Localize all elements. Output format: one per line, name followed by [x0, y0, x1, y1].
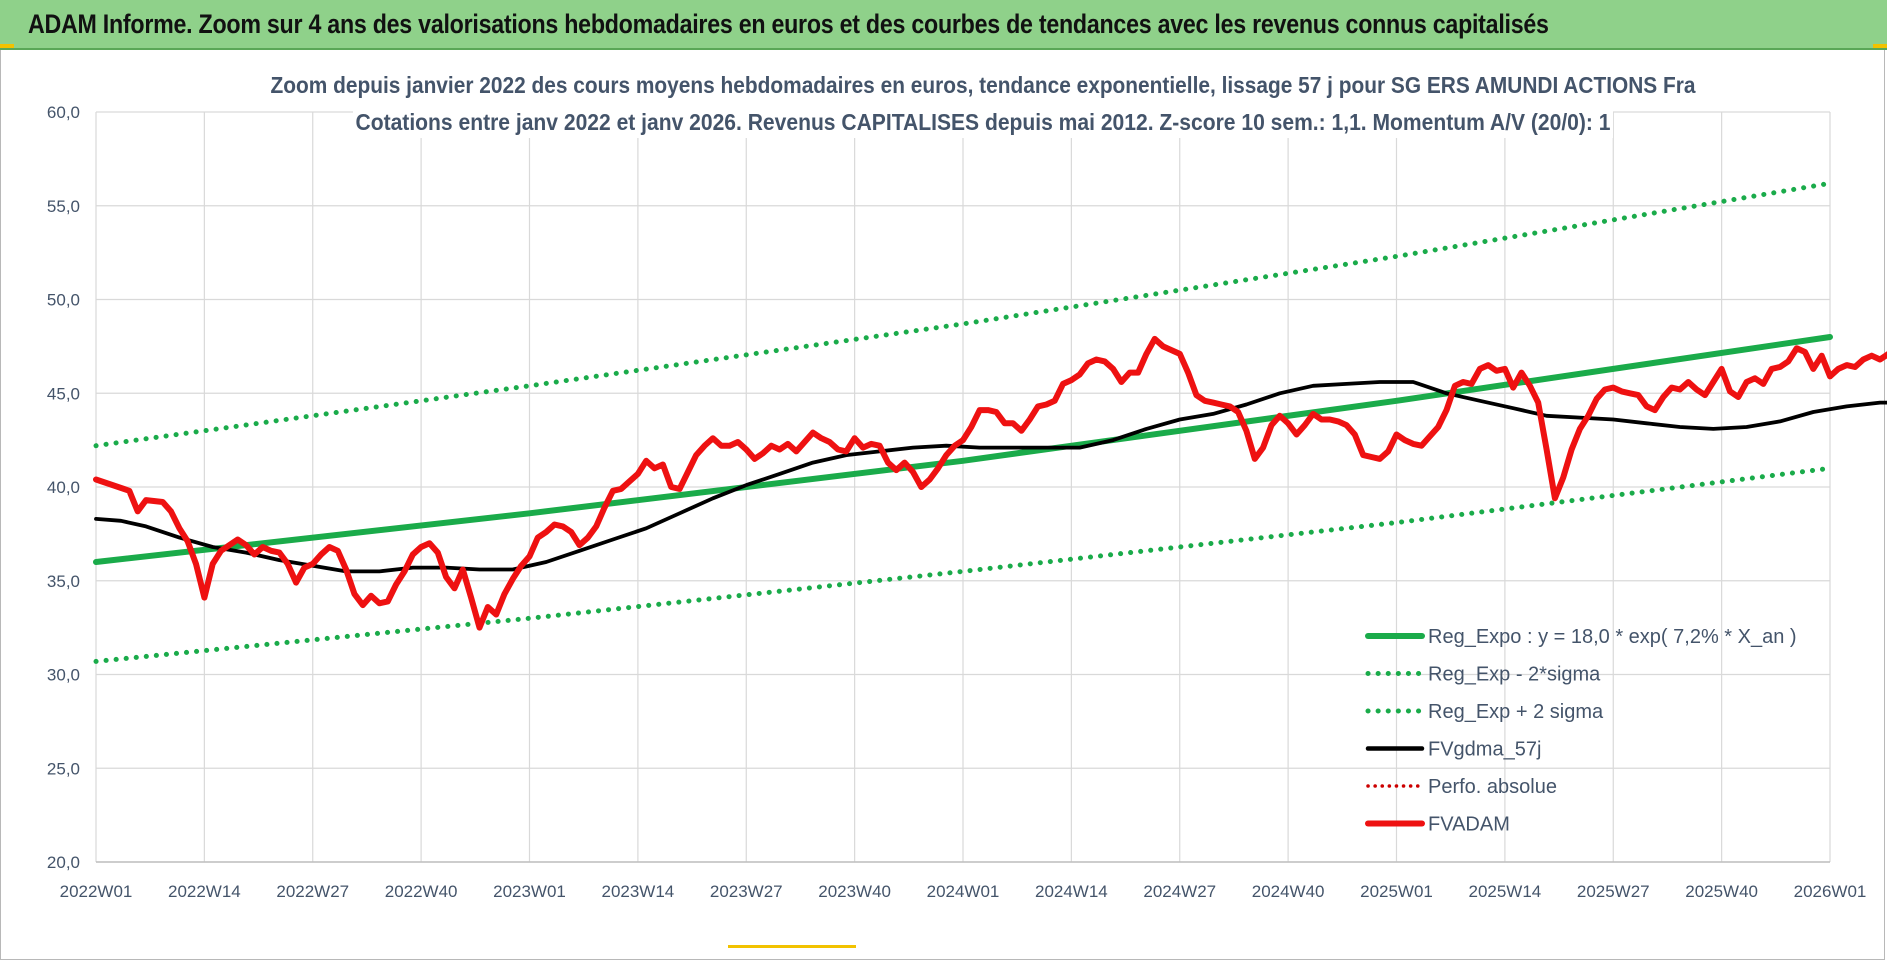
corner-mark-right: [1873, 44, 1887, 48]
x-tick-label: 2023W27: [710, 882, 783, 901]
y-tick-label: 45,0: [47, 384, 80, 403]
x-tick-label: 2024W40: [1252, 882, 1325, 901]
y-tick-label: 30,0: [47, 666, 80, 685]
x-tick-label: 2022W40: [385, 882, 458, 901]
x-tick-label: 2025W01: [1360, 882, 1433, 901]
chart-title: Zoom depuis janvier 2022 des cours moyen…: [263, 69, 1703, 138]
series-line-2: [93, 180, 1833, 449]
x-tick-label: 2023W40: [818, 882, 891, 901]
chart-title-line: Cotations entre janv 2022 et janv 2026. …: [356, 109, 1611, 135]
y-tick-label: 20,0: [47, 853, 80, 872]
x-tick-label: 2024W14: [1035, 882, 1108, 901]
corner-mark-left: [0, 44, 14, 48]
series-line-1: [93, 465, 1833, 664]
x-tick-label: 2022W01: [60, 882, 133, 901]
x-tick-label: 2024W27: [1143, 882, 1216, 901]
y-tick-label: 55,0: [47, 197, 80, 216]
axes: 20,0 25,0 30,0 35,0 40,0 45,0 50,0 55,0 60,0 2022…: [47, 103, 1866, 901]
series: [93, 180, 1887, 664]
y-tick-label: 60,0: [47, 103, 80, 122]
legend-label: Reg_Expo : y = 18,0 * exp( 7,2% * X_an ): [1428, 626, 1797, 648]
x-tick-label: 2025W40: [1685, 882, 1758, 901]
x-tick-label: 2024W01: [927, 882, 1000, 901]
legend: Reg_Expo : y = 18,0 * exp( 7,2% * X_an )…: [1365, 626, 1797, 836]
title-bg: [353, 106, 1613, 138]
x-tick-label: 2023W01: [493, 882, 566, 901]
banner-title: ADAM Informe. Zoom sur 4 ans des valoris…: [28, 9, 1549, 39]
x-tick-label: 2025W27: [1577, 882, 1650, 901]
x-tick-label: 2026W01: [1794, 882, 1867, 901]
report-banner: ADAM Informe. Zoom sur 4 ans des valoris…: [0, 0, 1887, 50]
chart-title-line: Zoom depuis janvier 2022 des cours moyen…: [271, 72, 1696, 98]
legend-label: Reg_Exp + 2 sigma: [1428, 701, 1604, 723]
gridlines: [95, 111, 1831, 863]
legend-label: Reg_Exp - 2*sigma: [1428, 664, 1601, 686]
series-line-3: [94, 380, 1887, 574]
x-tick-label: 2025W14: [1468, 882, 1541, 901]
series-line-5: [93, 335, 1887, 631]
x-tick-label: 2022W14: [168, 882, 241, 901]
legend-label: FVgdma_57j: [1428, 739, 1541, 761]
legend-label: Perfo. absolue: [1428, 776, 1557, 798]
y-tick-label: 40,0: [47, 478, 80, 497]
legend-label: FVADAM: [1428, 814, 1510, 836]
y-tick-label: 50,0: [47, 291, 80, 310]
x-tick-label: 2023W14: [601, 882, 674, 901]
bottom-yellow-mark: [728, 945, 856, 948]
x-tick-label: 2022W27: [276, 882, 349, 901]
title-bg: [263, 69, 1703, 101]
series-line-0: [93, 334, 1833, 565]
y-tick-label: 35,0: [47, 572, 80, 591]
y-tick-label: 25,0: [47, 759, 80, 778]
